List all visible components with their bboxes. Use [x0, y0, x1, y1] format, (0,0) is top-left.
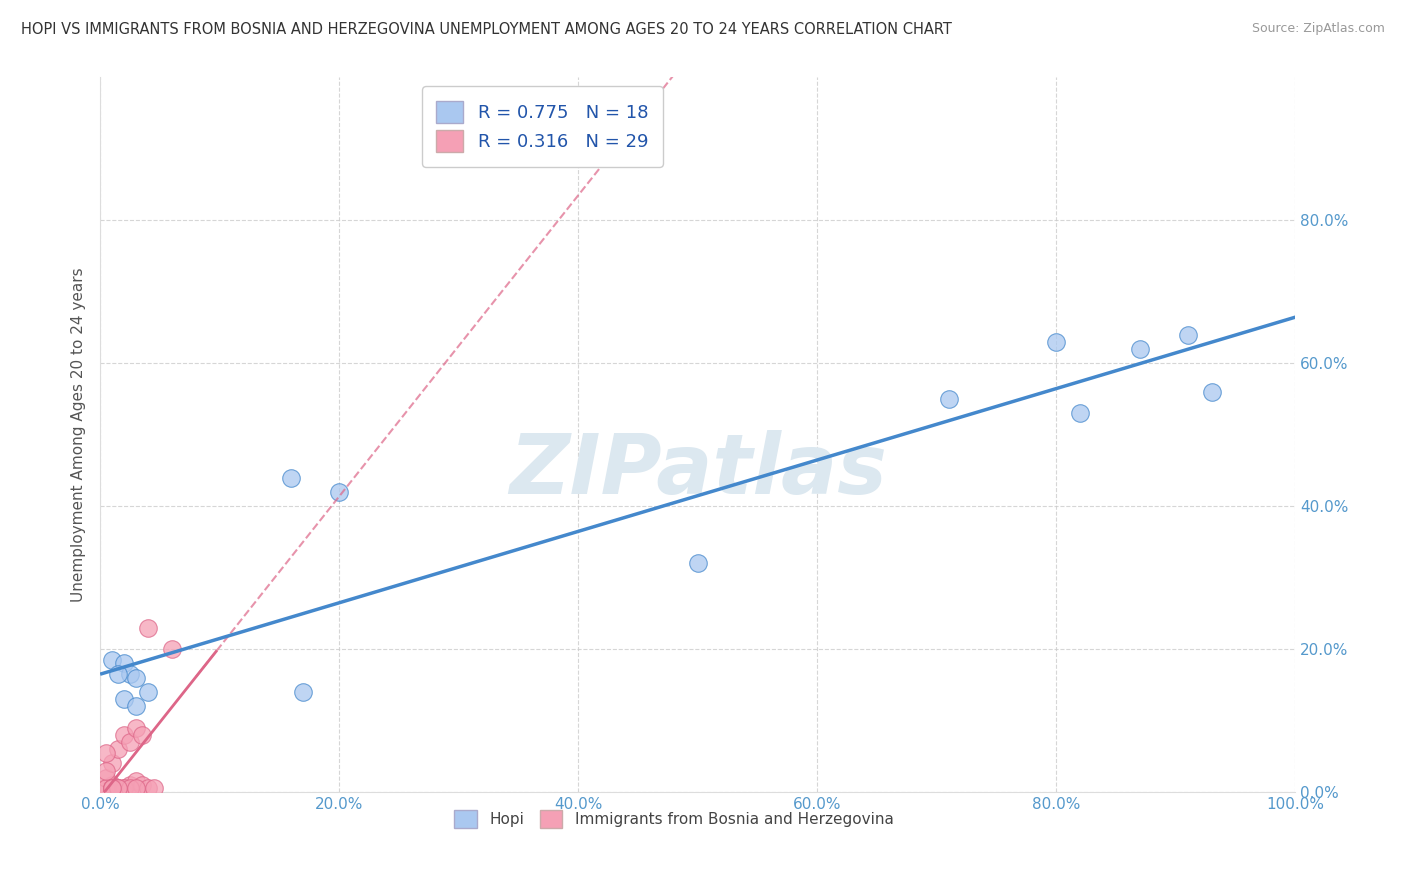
Point — [125, 699, 148, 714]
Point — [94, 746, 117, 760]
Point — [101, 781, 124, 796]
Point — [118, 781, 141, 796]
Point — [118, 735, 141, 749]
Point — [280, 470, 302, 484]
Text: HOPI VS IMMIGRANTS FROM BOSNIA AND HERZEGOVINA UNEMPLOYMENT AMONG AGES 20 TO 24 : HOPI VS IMMIGRANTS FROM BOSNIA AND HERZE… — [21, 22, 952, 37]
Point — [125, 774, 148, 789]
Point — [292, 685, 315, 699]
Point — [1069, 406, 1091, 420]
Point — [160, 642, 183, 657]
Point — [94, 771, 117, 785]
Point — [112, 657, 135, 671]
Point — [125, 671, 148, 685]
Point — [686, 557, 709, 571]
Point — [107, 667, 129, 681]
Point — [1201, 384, 1223, 399]
Point — [101, 781, 124, 796]
Point — [107, 781, 129, 796]
Point — [101, 653, 124, 667]
Point — [142, 781, 165, 796]
Point — [1129, 342, 1152, 356]
Legend: Hopi, Immigrants from Bosnia and Herzegovina: Hopi, Immigrants from Bosnia and Herzego… — [449, 804, 900, 834]
Point — [136, 781, 159, 796]
Point — [94, 764, 117, 778]
Point — [938, 392, 960, 406]
Point — [125, 721, 148, 735]
Point — [112, 781, 135, 796]
Point — [107, 781, 129, 796]
Point — [101, 756, 124, 771]
Text: ZIPatlas: ZIPatlas — [509, 430, 887, 511]
Point — [131, 778, 153, 792]
Point — [112, 728, 135, 742]
Point — [101, 781, 124, 796]
Point — [112, 692, 135, 706]
Text: Source: ZipAtlas.com: Source: ZipAtlas.com — [1251, 22, 1385, 36]
Point — [107, 742, 129, 756]
Y-axis label: Unemployment Among Ages 20 to 24 years: Unemployment Among Ages 20 to 24 years — [72, 268, 86, 602]
Point — [112, 781, 135, 796]
Point — [1177, 327, 1199, 342]
Point — [131, 728, 153, 742]
Point — [101, 778, 124, 792]
Point — [1045, 334, 1067, 349]
Point — [107, 781, 129, 796]
Point — [94, 781, 117, 796]
Point — [328, 484, 350, 499]
Point — [136, 621, 159, 635]
Point — [136, 685, 159, 699]
Point — [118, 778, 141, 792]
Point — [94, 781, 117, 796]
Point — [118, 667, 141, 681]
Point — [125, 781, 148, 796]
